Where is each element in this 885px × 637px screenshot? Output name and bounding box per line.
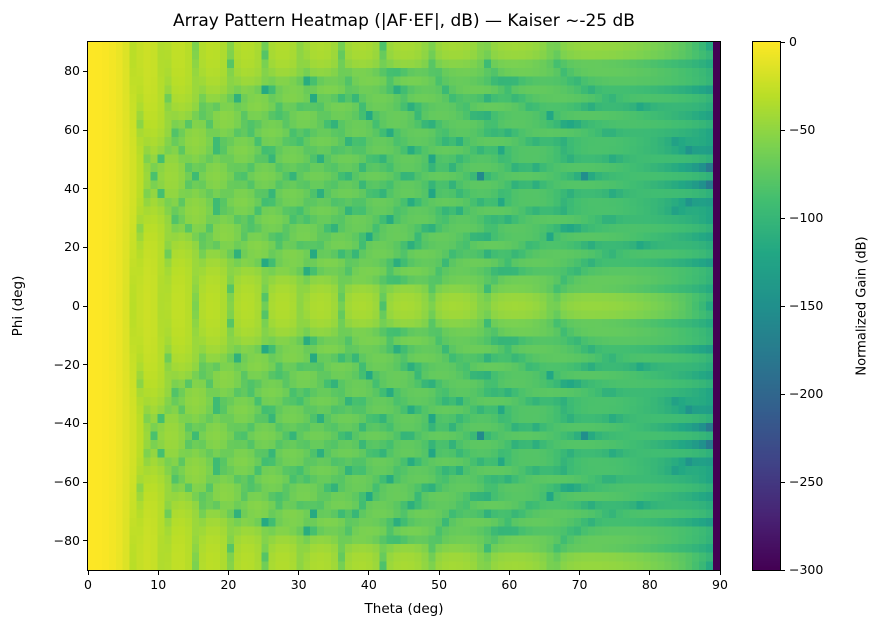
x-tick-mark: [579, 571, 581, 575]
y-tick-mark: [83, 481, 87, 483]
x-axis-label: Theta (deg): [364, 601, 444, 617]
x-tick-mark: [438, 571, 440, 575]
x-tick-mark: [227, 571, 229, 575]
colorbar-tick-mark: [781, 393, 785, 395]
x-tick-label: 20: [220, 577, 237, 592]
y-tick-mark: [83, 540, 87, 542]
y-tick-label: 20: [64, 239, 80, 255]
x-tick-label: 60: [501, 577, 518, 592]
x-tick-mark: [368, 571, 370, 575]
y-tick-mark: [83, 246, 87, 248]
chart-title: Array Pattern Heatmap (|AF·EF|, dB) — Ka…: [173, 11, 635, 31]
x-tick-mark: [508, 571, 510, 575]
y-tick-mark: [83, 305, 87, 307]
y-tick-mark: [83, 188, 87, 190]
colorbar-tick-label: −200: [789, 386, 824, 401]
y-tick-label: 80: [64, 63, 80, 79]
x-tick-label: 40: [360, 577, 377, 592]
y-tick-label: 60: [64, 122, 80, 137]
y-tick-mark: [83, 422, 87, 424]
x-tick-label: 70: [571, 577, 588, 592]
colorbar-tick-mark: [781, 41, 785, 43]
y-tick-label: −20: [53, 356, 80, 372]
colorbar-tick-label: −300: [789, 562, 824, 577]
colorbar-tick-mark: [781, 481, 785, 483]
x-tick-mark: [719, 571, 721, 575]
colorbar-canvas: [753, 42, 780, 570]
x-tick-mark: [87, 571, 89, 575]
y-axis-label: Phi (deg): [10, 275, 26, 337]
y-tick-label: −60: [53, 474, 80, 489]
colorbar-tick-label: −50: [789, 122, 816, 137]
colorbar-tick-mark: [781, 569, 785, 571]
colorbar-tick-label: −250: [789, 474, 824, 489]
x-tick-label: 30: [290, 577, 307, 592]
x-tick-label: 0: [84, 577, 92, 592]
plot-area: [87, 41, 721, 571]
heatmap-canvas: [88, 42, 720, 570]
y-tick-mark: [83, 70, 87, 72]
x-tick-mark: [157, 571, 159, 575]
colorbar: [752, 41, 781, 571]
y-tick-label: 0: [72, 298, 80, 313]
x-tick-mark: [649, 571, 651, 575]
colorbar-tick-mark: [781, 129, 785, 131]
y-tick-mark: [83, 364, 87, 366]
colorbar-tick-label: −100: [789, 210, 824, 225]
y-tick-mark: [83, 129, 87, 131]
x-tick-label: 90: [712, 577, 728, 592]
colorbar-label: Normalized Gain (dB): [854, 236, 870, 376]
y-tick-label: −40: [53, 415, 80, 431]
x-tick-label: 80: [641, 577, 658, 592]
colorbar-tick-label: 0: [789, 34, 797, 49]
colorbar-tick-label: −150: [789, 298, 824, 313]
colorbar-tick-mark: [781, 217, 785, 219]
x-tick-mark: [298, 571, 300, 575]
x-tick-label: 10: [150, 577, 167, 592]
y-tick-label: −80: [53, 532, 80, 548]
y-tick-label: 40: [64, 180, 80, 196]
x-tick-label: 50: [431, 577, 448, 592]
colorbar-tick-mark: [781, 305, 785, 307]
